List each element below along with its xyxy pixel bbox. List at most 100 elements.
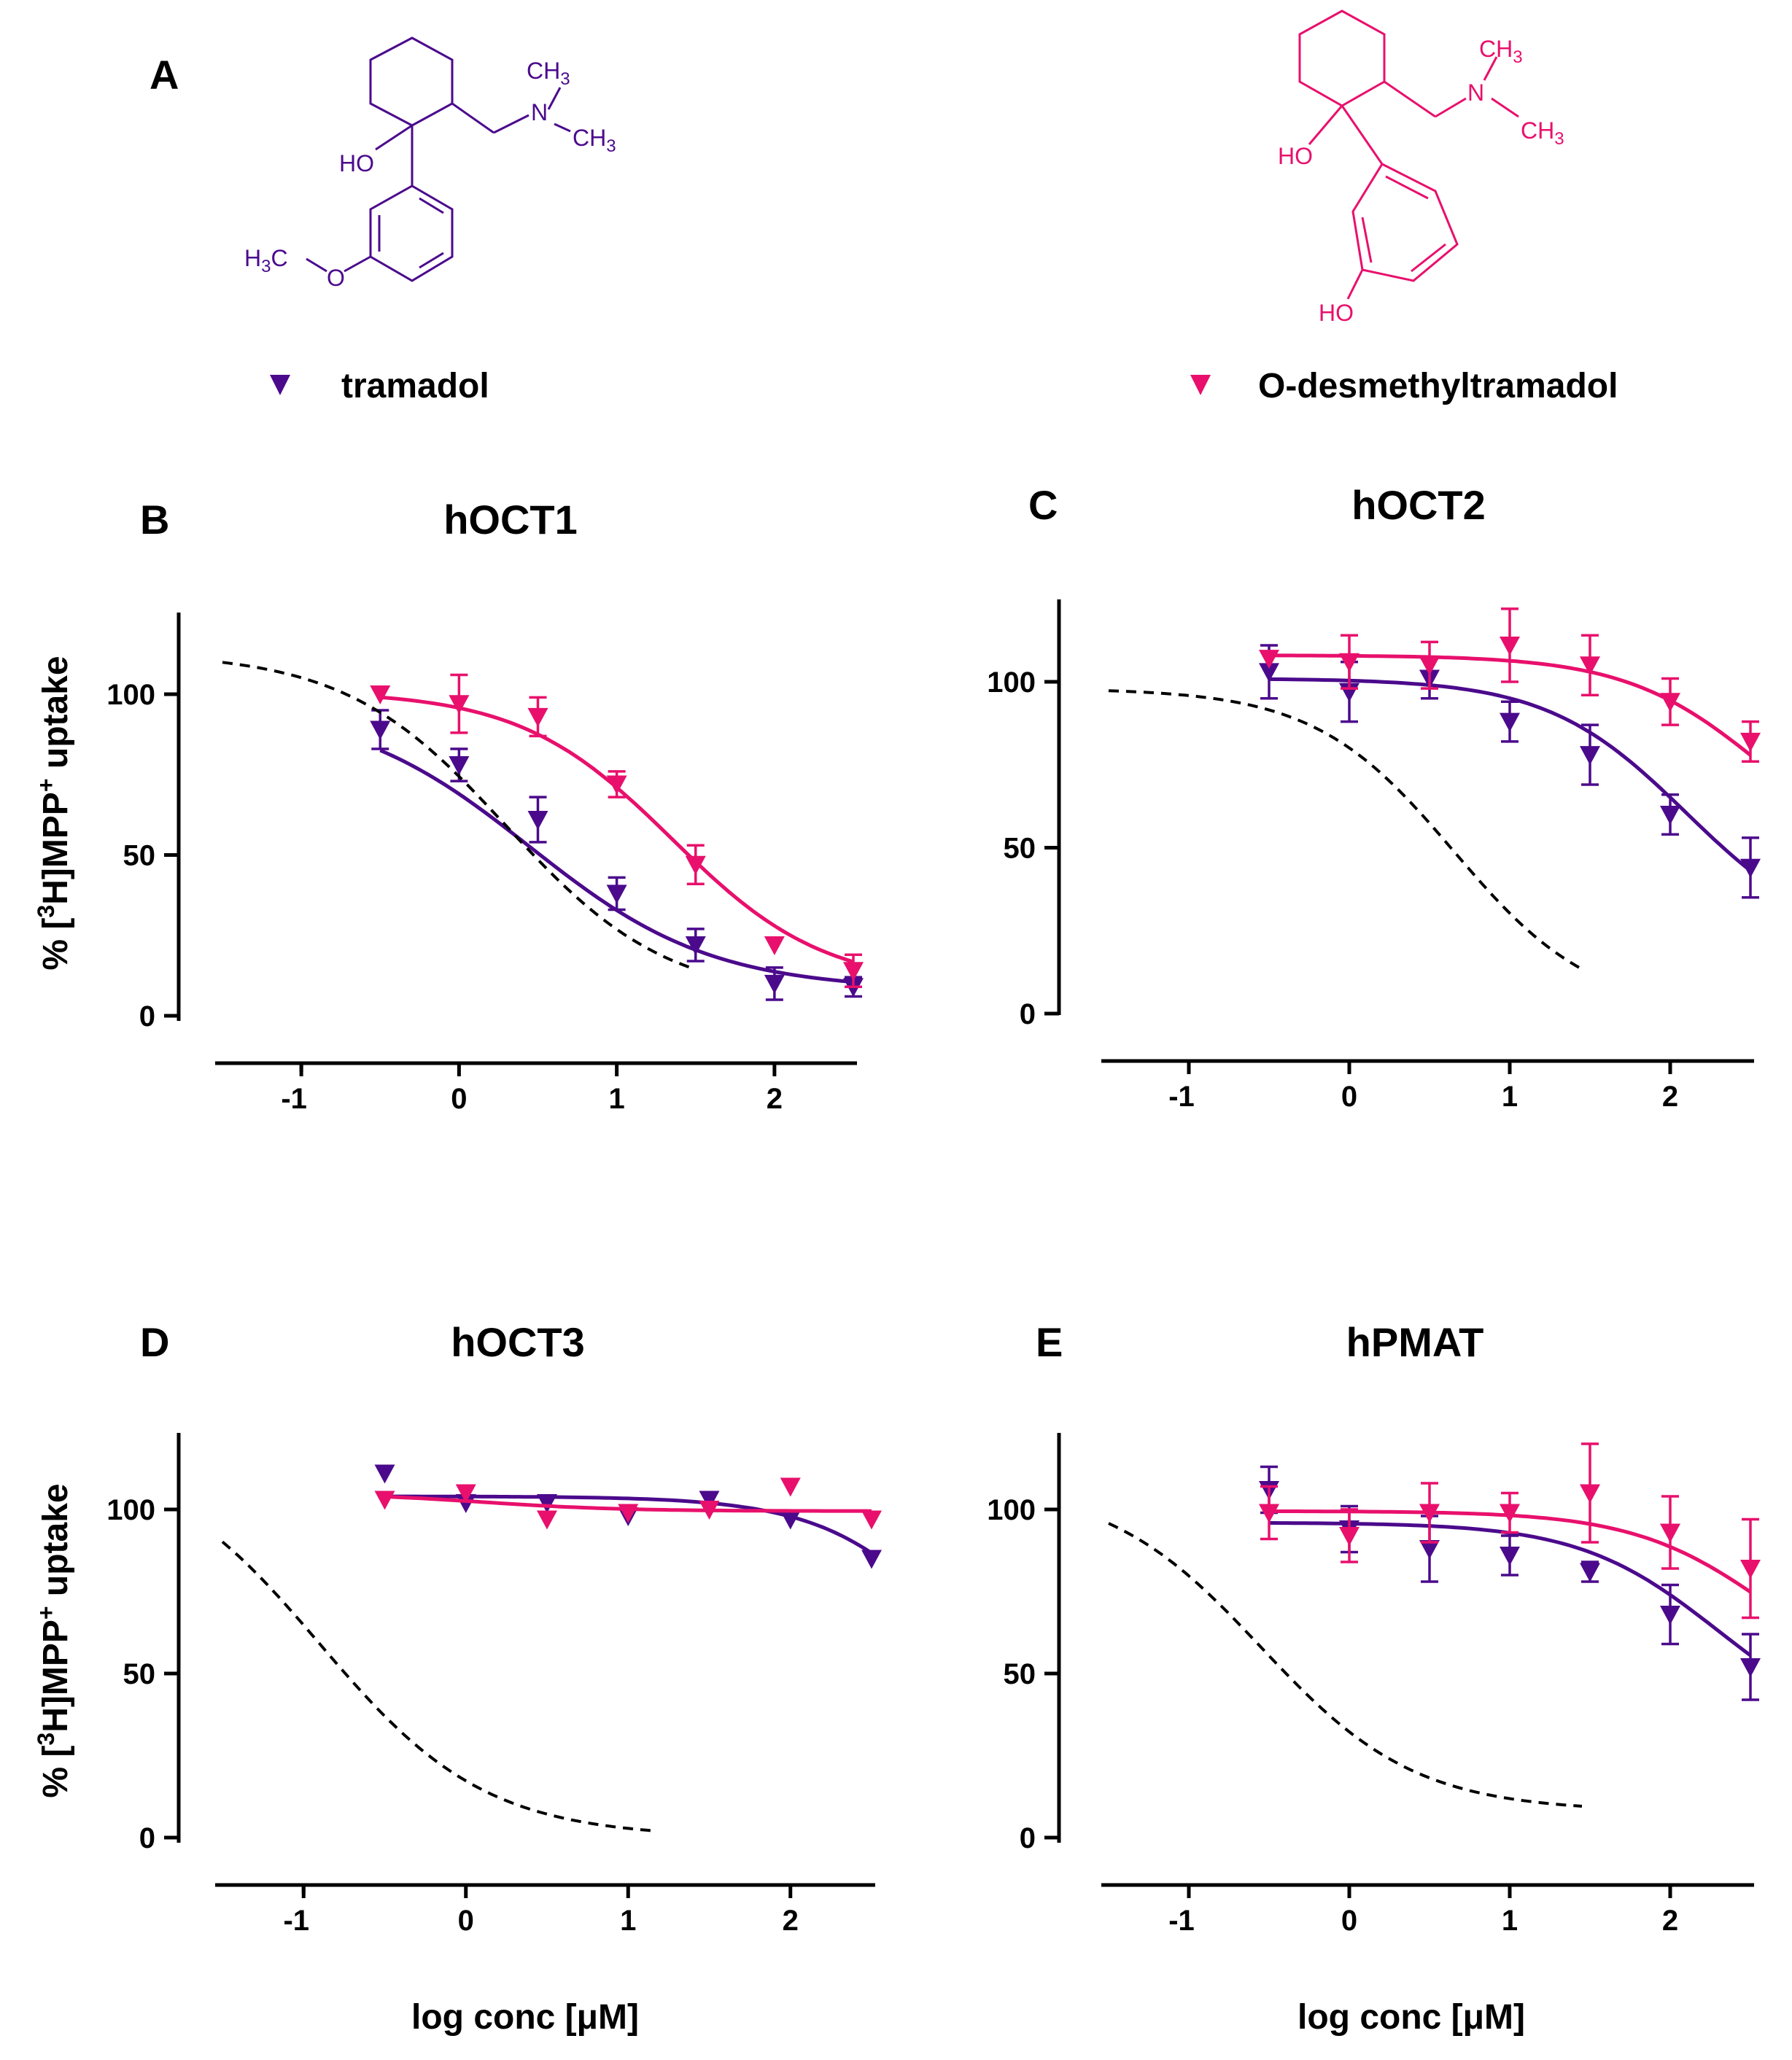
odesmethyltramadol-atom-ch3-top: CH3 [1479, 36, 1523, 67]
odesmethyltramadol-double-bond [1361, 217, 1373, 263]
data-point-tramadol [1660, 806, 1680, 825]
data-point-o-desmethyltramadol [685, 855, 706, 875]
data-point-tramadol [1740, 1658, 1761, 1677]
data-point-o-desmethyltramadol [455, 1484, 476, 1504]
data-point-o-desmethyltramadol [1259, 650, 1279, 669]
data-point-o-desmethyltramadol [374, 1490, 395, 1510]
odesmethyltramadol-bond [1483, 56, 1498, 81]
data-point-tramadol [606, 885, 627, 904]
panel-letter: C [1028, 482, 1058, 528]
fit-curve-reference [221, 1540, 653, 1832]
y-axis-label-top: % [3H]MPP+ uptake [33, 656, 75, 970]
legend-marker-odesmethyltramadol [1190, 375, 1211, 395]
odesmethyltramadol-atom-ch3-bottom: CH3 [1521, 117, 1564, 149]
panel-letter: E [1036, 1319, 1063, 1365]
odesmethyltramadol-bond [1341, 105, 1384, 165]
odesmethyltramadol-bond [1435, 97, 1467, 118]
tramadol-bond [493, 114, 530, 134]
data-point-tramadol [1500, 1547, 1520, 1566]
odesmethyltramadol-bond [1346, 269, 1364, 300]
fit-curve-reference [222, 661, 697, 971]
x-tick-label: 2 [767, 1083, 783, 1115]
y-tick-label: 0 [139, 1000, 155, 1033]
data-point-o-desmethyltramadol [1339, 653, 1359, 672]
panel-c-hoct2-chart: C hOCT2 0 50 100 -1 0 1 2 [987, 482, 1761, 1113]
y-axis-label-bottom: % [3H]MPP+ uptake [33, 1483, 75, 1797]
data-point-o-desmethyltramadol [1580, 656, 1600, 676]
x-tick-label: 1 [609, 1083, 625, 1115]
data-point-o-desmethyltramadol [1419, 1504, 1440, 1523]
data-point-o-desmethyltramadol [449, 695, 470, 715]
y-tick-label: 50 [123, 1658, 156, 1690]
data-point-o-desmethyltramadol [1339, 1527, 1359, 1546]
tramadol-atom-ho: HO [339, 150, 374, 176]
tramadol-bond [554, 123, 571, 133]
tramadol-atoms: CH3 N CH3 HO H3C O [244, 58, 616, 291]
data-point-tramadol [527, 810, 548, 830]
tramadol-atom-n: N [531, 99, 548, 125]
tramadol-bond [547, 87, 562, 110]
fit-curve-reference [1108, 689, 1583, 971]
odesmethyltramadol-cyclohexane-ring [1298, 9, 1386, 107]
odesmethyltramadol-atom-phenol-ho: HO [1319, 300, 1354, 326]
data-point-tramadol [1740, 858, 1761, 878]
data-point-tramadol [685, 936, 706, 955]
x-tick-label: -1 [1168, 1905, 1195, 1937]
y-tick-label: 100 [106, 679, 155, 711]
data-point-o-desmethyltramadol [1660, 1523, 1680, 1543]
data-point-o-desmethyltramadol [1580, 1484, 1600, 1504]
odesmethyltramadol-benzene-ring [1351, 163, 1459, 282]
data-point-tramadol [861, 1550, 882, 1569]
chart-title: hOCT1 [443, 497, 578, 543]
x-tick-label: 0 [1341, 1905, 1357, 1937]
data-point-o-desmethyltramadol [606, 775, 627, 795]
data-point-tramadol [449, 756, 470, 776]
x-tick-label: 0 [1341, 1081, 1357, 1113]
data-point-tramadol [1419, 1540, 1440, 1559]
fit-curve-o-desmethyltramadol [380, 695, 854, 964]
tramadol-atom-o: O [327, 265, 345, 291]
panel-a: A CH3 N CH3 HO H3C O [150, 9, 1618, 405]
y-tick-label: 50 [1004, 833, 1036, 865]
data-point-o-desmethyltramadol [861, 1510, 882, 1530]
tramadol-bond [451, 102, 494, 134]
x-tick-label: 1 [1502, 1905, 1518, 1937]
x-axis-label-right: log conc [μM] [1298, 1998, 1525, 2037]
data-point-o-desmethyltramadol [1740, 732, 1761, 752]
legend-label-tramadol: tramadol [341, 367, 489, 405]
panel-letter-a: A [150, 52, 179, 98]
data-point-o-desmethyltramadol [527, 707, 548, 727]
panel-letter: B [140, 497, 169, 543]
x-tick-label: -1 [281, 1083, 307, 1115]
y-tick-label: 100 [106, 1494, 155, 1526]
data-point-tramadol [374, 1464, 395, 1484]
data-point-o-desmethyltramadol [1740, 1560, 1761, 1579]
data-point-tramadol [455, 1494, 476, 1513]
odesmethyltramadol-structure [1298, 9, 1519, 300]
x-tick-label: 1 [620, 1905, 636, 1937]
x-axis-label-left: log conc [μM] [411, 1998, 639, 2037]
data-point-o-desmethyltramadol [618, 1504, 639, 1523]
data-point-o-desmethyltramadol [1660, 693, 1680, 712]
data-point-tramadol [1580, 746, 1600, 766]
x-tick-label: 2 [783, 1905, 799, 1937]
data-point-o-desmethyltramadol [699, 1501, 720, 1520]
tramadol-benzene-ring [369, 184, 454, 282]
tramadol-atom-ch3-bottom: CH3 [573, 125, 616, 156]
y-tick-label: 0 [1020, 1822, 1036, 1854]
odesmethyltramadol-double-bond [1411, 243, 1446, 273]
fit-curve-reference [1108, 1522, 1583, 1808]
data-point-o-desmethyltramadol [780, 1477, 801, 1497]
data-point-o-desmethyltramadol [1500, 1504, 1520, 1523]
chart-title: hOCT2 [1351, 482, 1486, 528]
tramadol-atom-methoxy-ch3: H3C [244, 245, 288, 276]
data-point-tramadol [764, 974, 785, 994]
odesmethyltramadol-double-bond [1385, 175, 1429, 200]
data-point-tramadol [1500, 712, 1520, 732]
panel-e-hpmat-chart: E hPMAT 0 50 100 -1 0 1 2 [987, 1319, 1761, 1937]
panel-d-hoct3-chart: D hOCT3 0 50 100 -1 0 1 2 [106, 1319, 882, 1937]
odesmethyltramadol-atom-n: N [1467, 79, 1484, 106]
odesmethyltramadol-bond [1384, 80, 1436, 118]
odesmethyltramadol-bond [1308, 105, 1343, 145]
